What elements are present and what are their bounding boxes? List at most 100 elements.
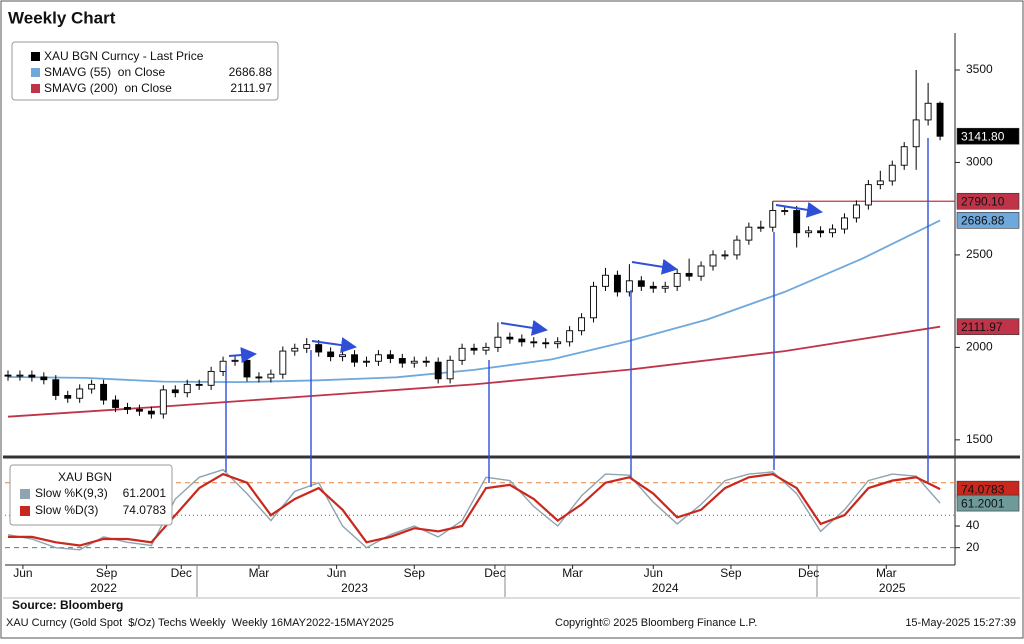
candle-body bbox=[207, 370, 215, 386]
candle-body bbox=[303, 344, 311, 349]
candle-body bbox=[745, 226, 753, 241]
ma-label-box bbox=[956, 318, 1020, 335]
candle-body bbox=[733, 239, 741, 256]
x-tick-label: Sep bbox=[96, 566, 118, 580]
candle-body bbox=[458, 347, 466, 361]
candle-body bbox=[100, 383, 108, 401]
candle-body bbox=[566, 330, 574, 343]
x-tick-label: Mar bbox=[876, 566, 897, 580]
candle-body bbox=[912, 119, 920, 148]
y-tick-label: 2500 bbox=[966, 247, 993, 261]
legend-swatch bbox=[20, 506, 30, 516]
candle-body bbox=[195, 383, 203, 386]
x-tick-label: Dec bbox=[171, 566, 192, 580]
candle-body bbox=[183, 383, 191, 394]
ma-label: 2686.88 bbox=[961, 214, 1005, 228]
candle-body bbox=[446, 359, 454, 380]
candle-body bbox=[386, 354, 394, 359]
candle-body bbox=[410, 360, 418, 364]
candle-body bbox=[243, 359, 251, 378]
footer-source: Source: Bloomberg bbox=[12, 598, 123, 612]
candle-body bbox=[864, 184, 872, 206]
candle-body bbox=[112, 399, 119, 408]
legend-swatch bbox=[31, 52, 40, 61]
candle-body bbox=[769, 210, 777, 228]
candle-body bbox=[52, 379, 60, 396]
y-tick-label: 40 bbox=[966, 518, 980, 532]
candle-body bbox=[374, 354, 382, 362]
candle-body bbox=[124, 407, 131, 410]
last-price-label-box bbox=[956, 127, 1020, 145]
candle-body bbox=[16, 374, 24, 377]
candle-body bbox=[231, 359, 239, 362]
ma-label: 2111.97 bbox=[961, 320, 1003, 334]
legend-value: 2111.97 bbox=[230, 81, 272, 95]
arrow bbox=[631, 258, 678, 275]
candle-body bbox=[482, 346, 490, 351]
candle-body bbox=[685, 272, 693, 277]
candle-body bbox=[924, 102, 932, 121]
candle-body bbox=[88, 383, 96, 390]
y-tick-label: 2000 bbox=[966, 340, 993, 354]
year-label: 2024 bbox=[652, 581, 679, 595]
legend-title: XAU BGN bbox=[58, 470, 112, 484]
candle-body bbox=[470, 347, 478, 351]
candle-body bbox=[697, 265, 705, 277]
candle-body bbox=[721, 254, 729, 257]
candle-body bbox=[673, 272, 681, 287]
x-tick-label: Dec bbox=[798, 566, 819, 580]
year-label: 2025 bbox=[879, 581, 906, 595]
candle-body bbox=[649, 285, 657, 289]
legend-swatch bbox=[31, 84, 40, 93]
legend-swatch bbox=[31, 68, 40, 77]
candle-body bbox=[578, 317, 586, 332]
year-label: 2023 bbox=[341, 581, 368, 595]
candle-body bbox=[279, 350, 287, 375]
legend-label: Slow %D(3) bbox=[35, 503, 98, 517]
x-tick-label: Jun bbox=[327, 566, 346, 580]
candle-body bbox=[613, 274, 621, 293]
candle-body bbox=[757, 226, 765, 229]
candle-body bbox=[135, 408, 143, 412]
candle-body bbox=[494, 336, 502, 348]
footer-copyright: Copyright© 2025 Bloomberg Finance L.P. bbox=[555, 617, 757, 629]
annotations bbox=[225, 138, 929, 487]
x-tick-label: Mar bbox=[249, 566, 270, 580]
candle-body bbox=[351, 354, 358, 363]
legend-value: 61.2001 bbox=[123, 486, 167, 500]
legend-label: SMAVG (55) on Close bbox=[44, 65, 165, 79]
candle-body bbox=[852, 204, 860, 219]
candle-body bbox=[781, 210, 789, 212]
arrow bbox=[500, 319, 548, 336]
candle-body bbox=[518, 338, 526, 343]
candle-body bbox=[554, 341, 562, 345]
ma-label-box bbox=[956, 212, 1020, 229]
candle-body bbox=[793, 210, 801, 234]
level-label-box bbox=[956, 192, 1020, 210]
legend-label: SMAVG (200) on Close bbox=[44, 81, 172, 95]
candle-body bbox=[159, 389, 167, 415]
legend: XAU BGN Curncy - Last Price SMAVG (55) o… bbox=[11, 41, 279, 101]
candle-body bbox=[255, 376, 263, 379]
legend-value: 74.0783 bbox=[123, 503, 167, 517]
footer-description: XAU Curncy (Gold Spot $/Oz) Techs Weekly… bbox=[6, 617, 394, 629]
footer-timestamp: 15-May-2025 15:27:39 bbox=[905, 617, 1016, 629]
candle-body bbox=[315, 344, 323, 353]
candle-body bbox=[876, 180, 884, 186]
candle-body bbox=[434, 361, 442, 380]
x-tick-label: Sep bbox=[720, 566, 742, 580]
arrow bbox=[228, 347, 257, 364]
oscillator-label: 61.2001 bbox=[961, 496, 1005, 510]
candle-body bbox=[28, 374, 36, 378]
candle-body bbox=[900, 146, 908, 166]
series-line bbox=[7, 219, 941, 384]
candle-body bbox=[542, 342, 550, 345]
candle-body bbox=[888, 164, 896, 182]
arrow bbox=[775, 201, 823, 218]
plot-layer: 1500 2000 2500 3000 3500 2790.10 3141.80 2686.8… bbox=[4, 62, 1020, 595]
legend-box bbox=[9, 464, 173, 526]
level-label: 2790.10 bbox=[961, 194, 1005, 208]
candle-body bbox=[637, 280, 645, 287]
candle-body bbox=[40, 376, 48, 381]
